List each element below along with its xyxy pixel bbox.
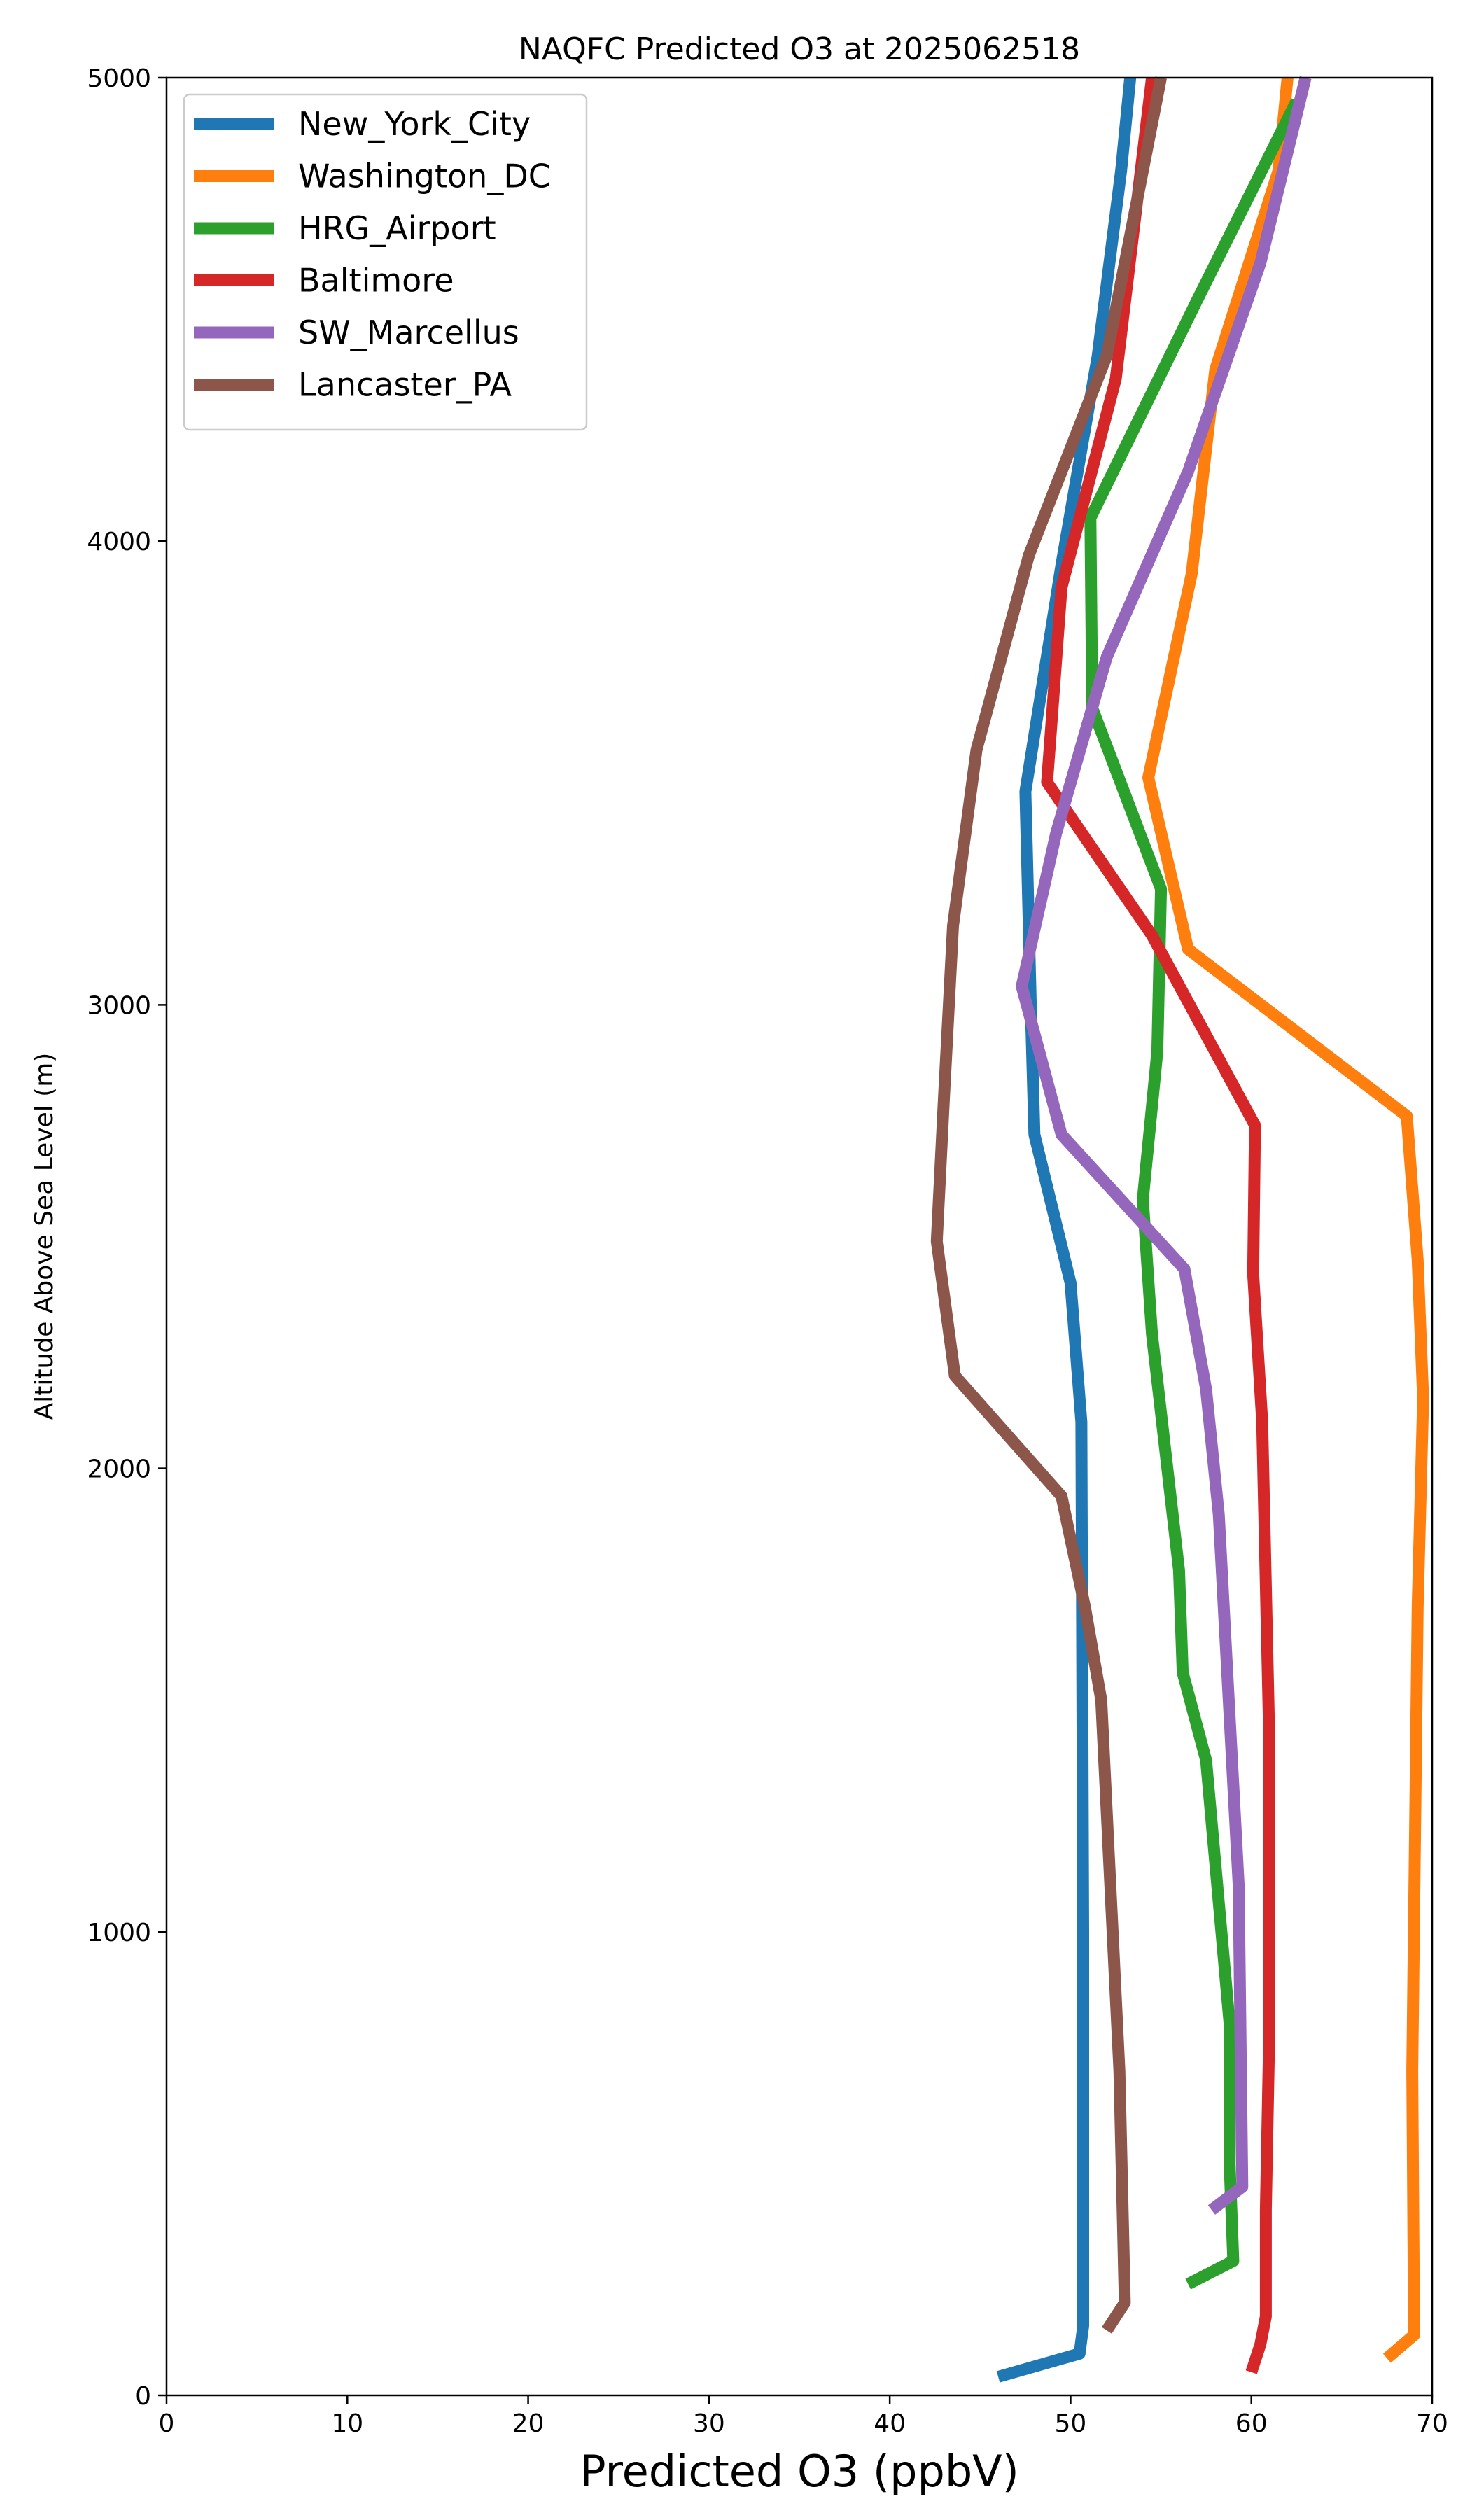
x-tick-label: 30 (693, 2409, 725, 2438)
x-tick-label: 40 (874, 2409, 906, 2438)
x-axis-label: Predicted O3 (ppbV) (580, 2446, 1019, 2497)
series-line-baltimore (1041, 76, 1275, 2374)
y-tick-label: 0 (135, 2382, 151, 2411)
legend-entry: Lancaster_PA (298, 366, 512, 404)
series-lines (930, 76, 1429, 2383)
legend-entry: Washington_DC (298, 158, 551, 195)
y-tick-label: 3000 (87, 991, 151, 1020)
chart-title: NAQFC Predicted O3 at 2025062518 (519, 31, 1080, 67)
legend-box (183, 93, 588, 431)
legend-entry: New_York_City (298, 105, 531, 143)
x-tick-label: 70 (1416, 2409, 1448, 2438)
series-line-washington-dc (1142, 77, 1429, 2363)
x-axis-ticks: 0 10 20 30 40 50 60 70 (159, 2395, 1448, 2438)
y-axis-label: Altitude Above Sea Level (m) (30, 1053, 59, 1420)
y-tick-label: 4000 (87, 528, 151, 556)
series-line-sw-marcellus (1016, 76, 1312, 2215)
y-tick-label: 2000 (87, 1455, 151, 1484)
series-line-hrg-airport (1084, 98, 1302, 2290)
y-tick-label: 5000 (87, 64, 151, 93)
series-line-new-york-city (996, 77, 1137, 2383)
y-axis-ticks: 0 1000 2000 3000 4000 5000 (87, 64, 167, 2411)
legend-entry: Baltimore (298, 262, 454, 300)
legend-entry: SW_Marcellus (298, 314, 519, 351)
x-tick-label: 10 (331, 2409, 363, 2438)
legend-entry: HRG_Airport (298, 209, 496, 247)
legend: New_York_City Washington_DC HRG_Airport Bal… (183, 93, 588, 431)
y-tick-label: 1000 (87, 1919, 151, 1947)
x-tick-label: 50 (1055, 2409, 1087, 2438)
x-tick-label: 60 (1236, 2409, 1268, 2438)
series-line-lancaster-pa (930, 76, 1167, 2334)
plot-frame (165, 76, 1434, 2397)
x-tick-label: 20 (512, 2409, 545, 2438)
x-tick-label: 0 (159, 2409, 175, 2438)
